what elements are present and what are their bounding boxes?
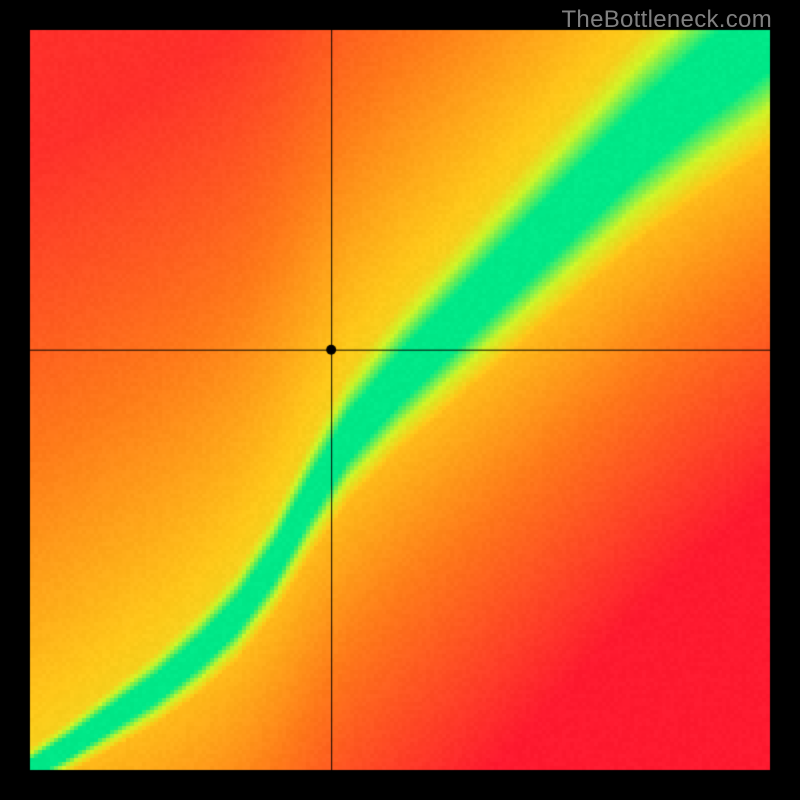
watermark-text: TheBottleneck.com [561, 6, 772, 34]
bottleneck-heatmap [0, 0, 800, 800]
